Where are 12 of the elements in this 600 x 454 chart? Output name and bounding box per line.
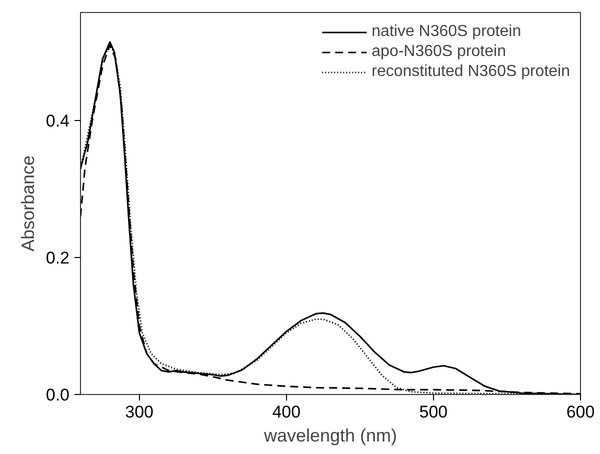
legend-label: apo-N360S protein	[372, 43, 506, 61]
legend-label: native N360S protein	[372, 23, 522, 41]
y-tick-label: 0.0	[46, 386, 70, 404]
x-tick-label: 600	[566, 402, 595, 422]
y-tick-label: 0.2	[46, 248, 70, 268]
x-tick-label: 300	[125, 402, 154, 422]
x-tick-label: 400	[272, 402, 301, 422]
x-tick-label: 500	[419, 402, 448, 422]
y-axis-title: Absorbance	[18, 155, 38, 252]
y-tick-label: 0.4	[46, 112, 70, 131]
legend-label: reconstituted N360S protein	[372, 63, 570, 81]
x-axis-title: wavelength (nm)	[262, 426, 398, 446]
